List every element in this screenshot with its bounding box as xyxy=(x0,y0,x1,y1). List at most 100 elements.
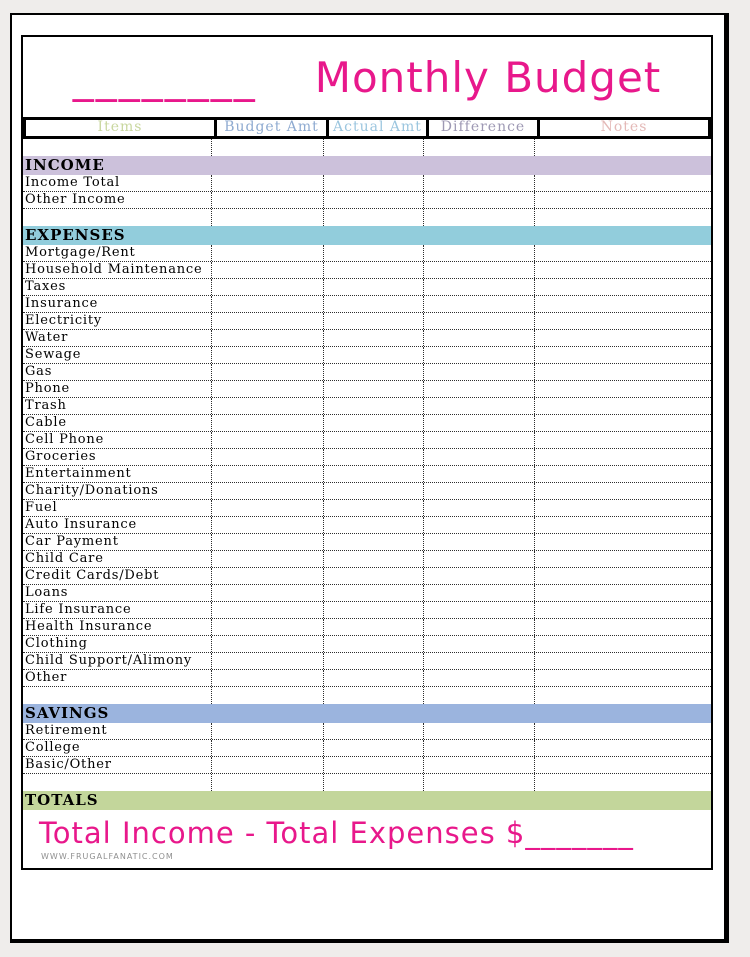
entry-cell[interactable] xyxy=(211,687,323,704)
entry-cell[interactable] xyxy=(323,262,423,278)
entry-cell[interactable] xyxy=(323,723,423,739)
entry-cell[interactable] xyxy=(323,209,423,226)
entry-cell[interactable] xyxy=(534,585,711,601)
entry-cell[interactable] xyxy=(211,192,323,208)
entry-cell[interactable] xyxy=(423,245,534,261)
entry-cell[interactable] xyxy=(323,670,423,686)
entry-cell[interactable] xyxy=(534,415,711,431)
entry-cell[interactable] xyxy=(423,687,534,704)
entry-cell[interactable] xyxy=(423,534,534,550)
entry-cell[interactable] xyxy=(423,636,534,652)
entry-cell[interactable] xyxy=(534,296,711,312)
entry-cell[interactable] xyxy=(423,757,534,773)
entry-cell[interactable] xyxy=(211,568,323,584)
entry-cell[interactable] xyxy=(423,740,534,756)
entry-cell[interactable] xyxy=(534,192,711,208)
entry-cell[interactable] xyxy=(423,398,534,414)
entry-cell[interactable] xyxy=(211,364,323,380)
entry-cell[interactable] xyxy=(211,653,323,669)
entry-cell[interactable] xyxy=(423,296,534,312)
entry-cell[interactable] xyxy=(211,636,323,652)
entry-cell[interactable] xyxy=(534,757,711,773)
entry-cell[interactable] xyxy=(534,245,711,261)
entry-cell[interactable] xyxy=(534,619,711,635)
entry-cell[interactable] xyxy=(323,245,423,261)
entry-cell[interactable] xyxy=(211,209,323,226)
entry-cell[interactable] xyxy=(211,381,323,397)
entry-cell[interactable] xyxy=(534,330,711,346)
entry-cell[interactable] xyxy=(211,432,323,448)
entry-cell[interactable] xyxy=(211,415,323,431)
entry-cell[interactable] xyxy=(423,432,534,448)
entry-cell[interactable] xyxy=(211,466,323,482)
entry-cell[interactable] xyxy=(423,381,534,397)
entry-cell[interactable] xyxy=(211,175,323,191)
entry-cell[interactable] xyxy=(534,449,711,465)
entry-cell[interactable] xyxy=(534,740,711,756)
entry-cell[interactable] xyxy=(211,262,323,278)
entry-cell[interactable] xyxy=(211,670,323,686)
entry-cell[interactable] xyxy=(423,551,534,567)
entry-cell[interactable] xyxy=(323,636,423,652)
entry-cell[interactable] xyxy=(323,449,423,465)
entry-cell[interactable] xyxy=(423,449,534,465)
entry-cell[interactable] xyxy=(211,774,323,791)
entry-cell[interactable] xyxy=(211,500,323,516)
entry-cell[interactable] xyxy=(323,398,423,414)
entry-cell[interactable] xyxy=(423,279,534,295)
entry-cell[interactable] xyxy=(323,568,423,584)
entry-cell[interactable] xyxy=(534,139,711,156)
entry-cell[interactable] xyxy=(534,381,711,397)
entry-cell[interactable] xyxy=(323,364,423,380)
entry-cell[interactable] xyxy=(323,330,423,346)
entry-cell[interactable] xyxy=(423,466,534,482)
entry-cell[interactable] xyxy=(423,347,534,363)
entry-cell[interactable] xyxy=(211,330,323,346)
entry-cell[interactable] xyxy=(534,364,711,380)
entry-cell[interactable] xyxy=(423,517,534,533)
entry-cell[interactable] xyxy=(423,585,534,601)
entry-cell[interactable] xyxy=(323,313,423,329)
entry-cell[interactable] xyxy=(534,551,711,567)
entry-cell[interactable] xyxy=(534,262,711,278)
entry-cell[interactable] xyxy=(534,568,711,584)
entry-cell[interactable] xyxy=(534,517,711,533)
entry-cell[interactable] xyxy=(534,653,711,669)
entry-cell[interactable] xyxy=(534,279,711,295)
entry-cell[interactable] xyxy=(423,500,534,516)
entry-cell[interactable] xyxy=(211,551,323,567)
entry-cell[interactable] xyxy=(323,551,423,567)
entry-cell[interactable] xyxy=(211,347,323,363)
entry-cell[interactable] xyxy=(423,602,534,618)
entry-cell[interactable] xyxy=(211,757,323,773)
entry-cell[interactable] xyxy=(323,602,423,618)
entry-cell[interactable] xyxy=(211,602,323,618)
entry-cell[interactable] xyxy=(323,139,423,156)
entry-cell[interactable] xyxy=(323,774,423,791)
entry-cell[interactable] xyxy=(534,209,711,226)
entry-cell[interactable] xyxy=(423,774,534,791)
entry-cell[interactable] xyxy=(423,330,534,346)
entry-cell[interactable] xyxy=(423,364,534,380)
entry-cell[interactable] xyxy=(534,687,711,704)
entry-cell[interactable] xyxy=(534,636,711,652)
entry-cell[interactable] xyxy=(323,432,423,448)
entry-cell[interactable] xyxy=(534,500,711,516)
entry-cell[interactable] xyxy=(323,175,423,191)
entry-cell[interactable] xyxy=(534,670,711,686)
entry-cell[interactable] xyxy=(323,619,423,635)
entry-cell[interactable] xyxy=(211,517,323,533)
entry-cell[interactable] xyxy=(423,483,534,499)
entry-cell[interactable] xyxy=(423,313,534,329)
entry-cell[interactable] xyxy=(211,740,323,756)
entry-cell[interactable] xyxy=(423,209,534,226)
entry-cell[interactable] xyxy=(211,723,323,739)
entry-cell[interactable] xyxy=(211,619,323,635)
entry-cell[interactable] xyxy=(534,398,711,414)
entry-cell[interactable] xyxy=(534,483,711,499)
entry-cell[interactable] xyxy=(323,415,423,431)
entry-cell[interactable] xyxy=(323,296,423,312)
entry-cell[interactable] xyxy=(323,517,423,533)
entry-cell[interactable] xyxy=(423,175,534,191)
entry-cell[interactable] xyxy=(323,381,423,397)
